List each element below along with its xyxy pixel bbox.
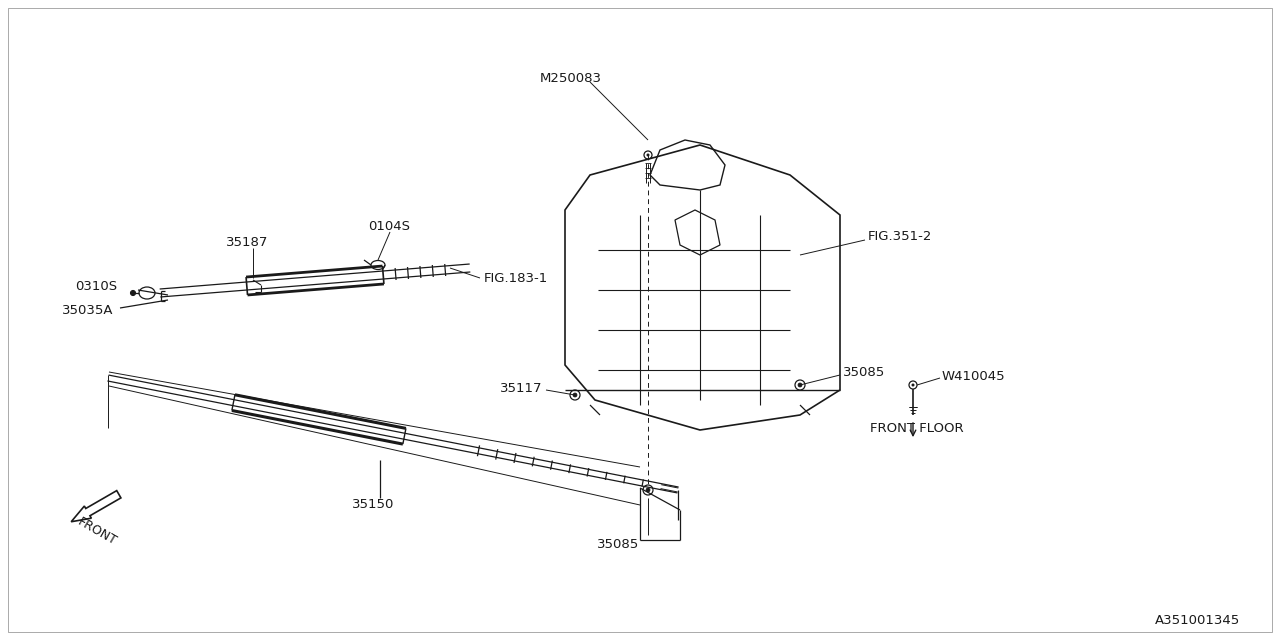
Text: FIG.351-2: FIG.351-2: [868, 230, 932, 243]
Text: 35187: 35187: [227, 237, 269, 250]
Text: 0310S: 0310S: [76, 280, 118, 292]
Text: 35150: 35150: [352, 499, 394, 511]
Text: FIG.183-1: FIG.183-1: [484, 271, 548, 285]
Text: 35085: 35085: [596, 538, 639, 552]
Circle shape: [646, 154, 649, 157]
Text: 35035A: 35035A: [61, 303, 114, 317]
Text: W410045: W410045: [942, 369, 1006, 383]
Circle shape: [131, 291, 136, 296]
Circle shape: [911, 383, 914, 387]
Text: FRONT: FRONT: [76, 516, 119, 548]
Circle shape: [797, 383, 803, 387]
Text: 35085: 35085: [844, 367, 886, 380]
Text: FRONT FLOOR: FRONT FLOOR: [870, 422, 964, 435]
Circle shape: [646, 488, 650, 492]
Text: A351001345: A351001345: [1155, 614, 1240, 627]
Text: 35117: 35117: [500, 381, 543, 394]
Circle shape: [573, 393, 577, 397]
Text: M250083: M250083: [540, 72, 602, 84]
Text: 0104S: 0104S: [369, 220, 410, 232]
